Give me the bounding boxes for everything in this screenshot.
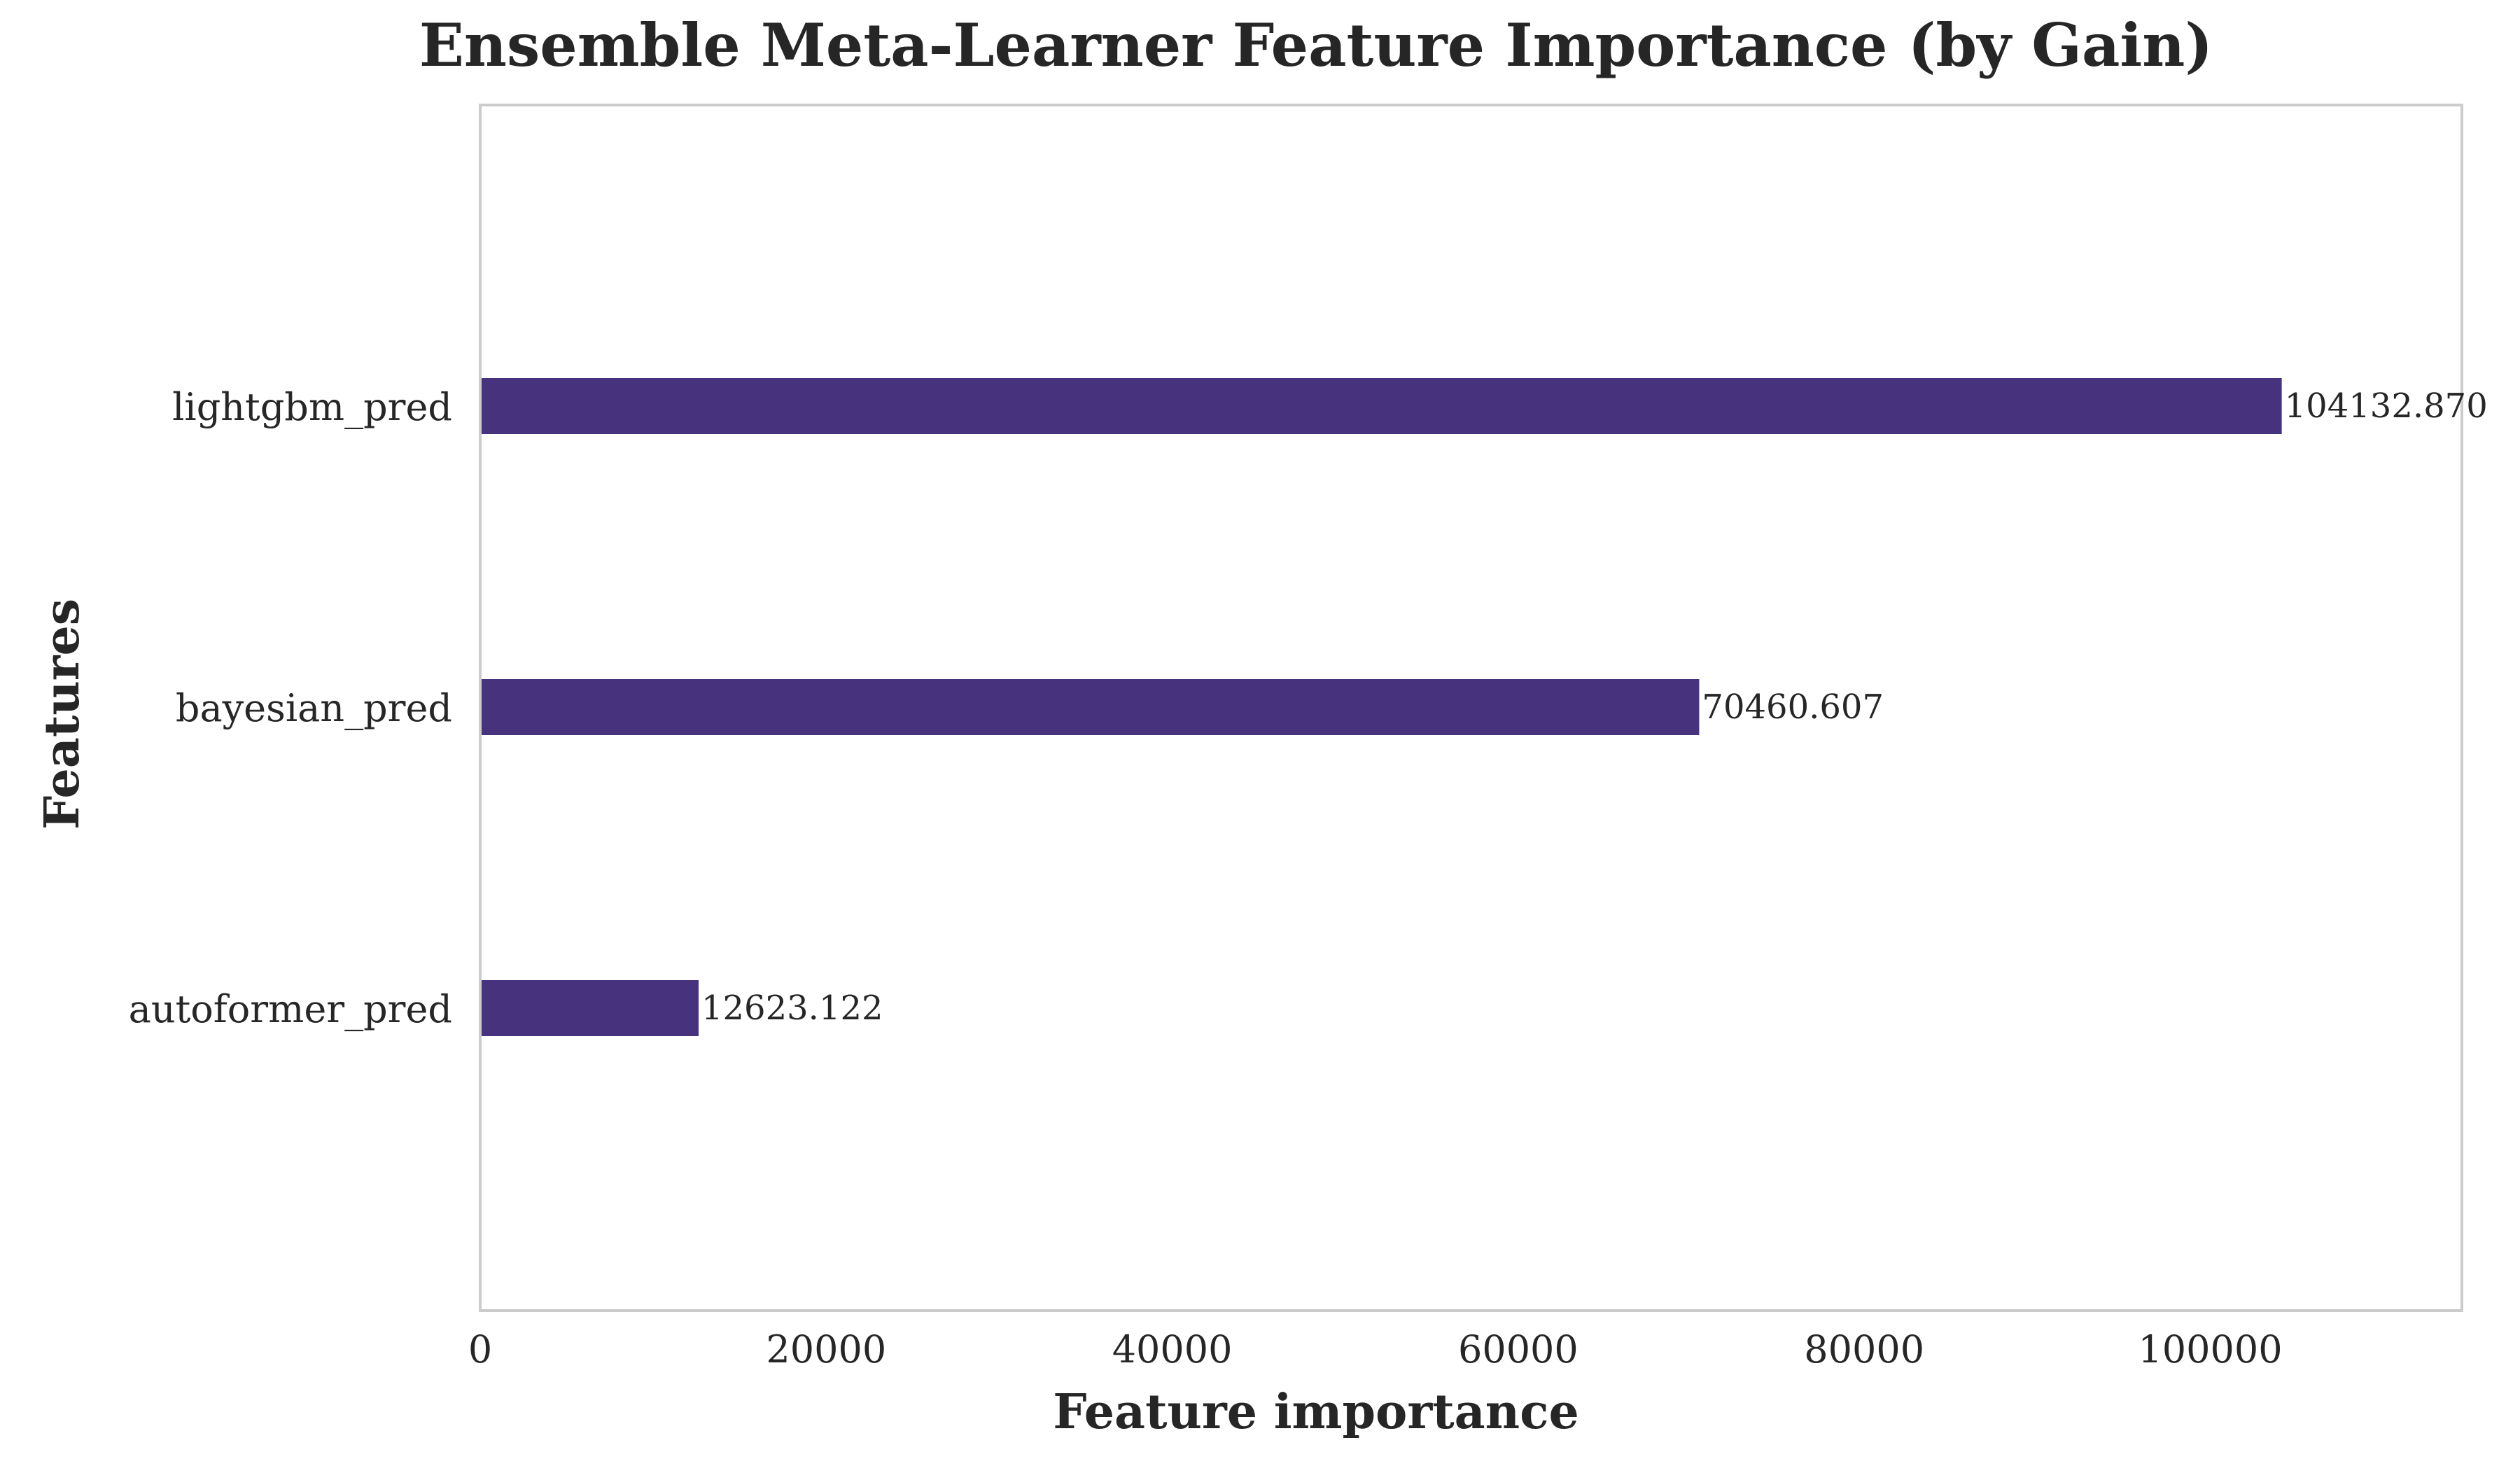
y-axis-label: Features — [34, 599, 90, 830]
x-tick-label-20000: 20000 — [766, 1327, 886, 1371]
plot-frame — [479, 104, 2463, 1312]
data-label-bayesian_pred: 70460.607 — [1702, 687, 1884, 727]
plot-area: lightgbm_pred 104132.870 bayesian_pred 7046… — [129, 104, 2488, 1371]
data-label-autoformer_pred: 12623.122 — [701, 989, 883, 1028]
x-tick-label-0: 0 — [468, 1327, 492, 1371]
x-tick-label-40000: 40000 — [1112, 1327, 1233, 1371]
bar-autoformer_pred — [482, 980, 699, 1036]
x-tick-label-60000: 60000 — [1458, 1327, 1578, 1371]
y-tick-label-autoformer_pred: autoformer_pred — [129, 987, 452, 1031]
chart-title: Ensemble Meta-Learner Feature Importance… — [419, 11, 2213, 80]
x-axis-label: Feature importance — [1053, 1384, 1579, 1440]
x-tick-label-100000: 100000 — [2138, 1327, 2282, 1371]
bar-bayesian_pred — [482, 679, 1700, 735]
y-tick-label-bayesian_pred: bayesian_pred — [176, 686, 452, 730]
bar-lightgbm_pred — [482, 378, 2282, 434]
x-tick-label-80000: 80000 — [1804, 1327, 1924, 1371]
y-tick-label-lightgbm_pred: lightgbm_pred — [172, 385, 452, 429]
data-label-lightgbm_pred: 104132.870 — [2285, 386, 2488, 426]
